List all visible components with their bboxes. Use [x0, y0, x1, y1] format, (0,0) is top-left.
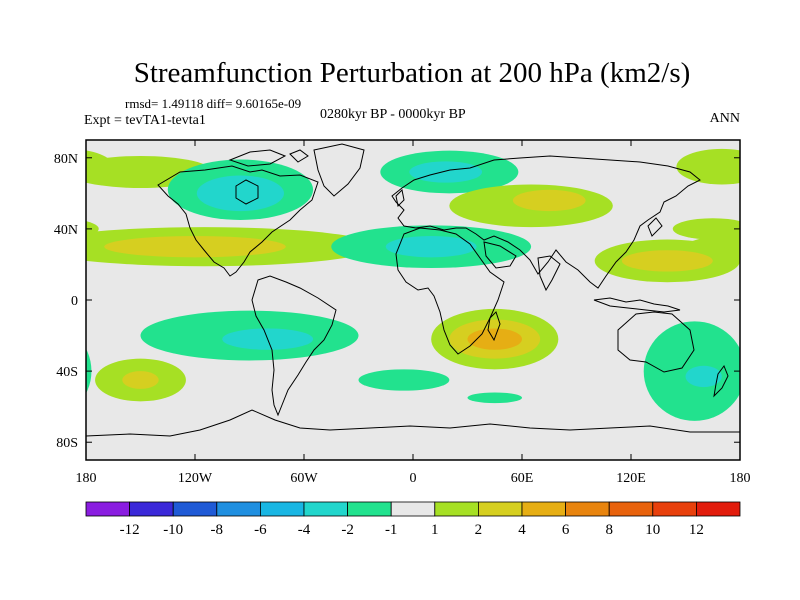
field-region [676, 148, 740, 185]
colorbar-swatch [172, 501, 218, 517]
field-region [409, 161, 483, 183]
coastline-africa [395, 227, 505, 355]
field-region [358, 369, 450, 391]
field-region [122, 371, 159, 389]
coastline-australia [617, 311, 695, 373]
colorbar-swatch [390, 501, 436, 517]
colorbar-label: 2 [475, 522, 483, 538]
field-region [672, 218, 740, 240]
map-panel [85, 139, 741, 461]
x-tick-label: 0 [410, 471, 417, 486]
coastline-hudson-bay [235, 179, 259, 205]
colorbar-label: -12 [120, 522, 140, 538]
coastline-india [537, 255, 561, 292]
colorbar-label: 12 [689, 522, 704, 538]
colorbar-swatch [434, 501, 479, 517]
season-label: ANN [710, 111, 740, 126]
colorbar-swatch [129, 501, 174, 517]
y-tick-label: 80N [54, 152, 78, 167]
coastline-south-america [251, 275, 337, 417]
colorbar-swatch [303, 501, 348, 517]
x-tick-label: 120W [178, 471, 213, 486]
chart-title: Streamfunction Perturbation at 200 hPa (… [134, 57, 691, 89]
y-tick-label: 0 [71, 294, 78, 309]
colorbar-swatch [85, 501, 130, 517]
field-region [86, 150, 114, 183]
coastline-japan [647, 217, 663, 237]
x-tick-label: 60W [290, 471, 318, 486]
field-region [196, 175, 285, 212]
y-tick-label: 80S [56, 436, 78, 451]
colorbar-label: 10 [645, 522, 660, 538]
colorbar-swatch [477, 501, 523, 517]
x-tick-label: 120E [616, 471, 646, 486]
colorbar-label: 8 [605, 522, 613, 538]
colorbar-label: 6 [562, 522, 570, 538]
colorbar-label: -1 [385, 522, 398, 538]
colorbar-labels: -12 -10 -8 -6 -4 -2 -1 1 2 4 6 8 10 12 [120, 522, 704, 538]
colorbar-label: -4 [298, 522, 311, 538]
colorbar-swatch [521, 501, 566, 517]
experiment-label: Expt = tevTA1-tevta1 [84, 113, 206, 128]
y-tick-label: 40S [56, 365, 78, 380]
colorbar-swatch [259, 501, 305, 517]
colorbar-label: 1 [431, 522, 439, 538]
field-region [512, 189, 586, 212]
colorbar-label: -8 [211, 522, 224, 538]
y-axis-ticks: 80N 40N 0 40S 80S [54, 152, 740, 451]
colorbar [85, 501, 741, 517]
field-region [86, 221, 99, 237]
colorbar-label: -6 [254, 522, 267, 538]
y-tick-label: 40N [54, 223, 78, 238]
field-region [385, 236, 477, 258]
x-tick-label: 180 [76, 471, 97, 486]
colorbar-swatch [652, 501, 697, 517]
coastline-north-america [157, 165, 319, 277]
coastline-antarctica [86, 409, 740, 437]
coastline-eurasia [391, 155, 701, 289]
field-region [104, 236, 286, 258]
period-label: 0280kyr BP - 0000kyr BP [320, 107, 466, 122]
colorbar-swatch [696, 501, 741, 517]
colorbar-swatch [608, 501, 654, 517]
field-region [621, 250, 713, 272]
coastlines [86, 143, 740, 437]
colorbar-swatch [565, 501, 610, 517]
coastline-british-isles [395, 188, 405, 208]
coastline-indonesia [593, 297, 681, 313]
field-region [467, 392, 522, 404]
coastline-canadian-archipelago [228, 149, 309, 167]
stats-label: rmsd= 1.49118 diff= 9.60165e-09 [125, 96, 301, 111]
colorbar-label: -2 [341, 522, 354, 538]
colorbar-label: 4 [518, 522, 526, 538]
x-tick-label: 180 [730, 471, 751, 486]
x-tick-label: 60E [511, 471, 534, 486]
coastline-new-zealand [713, 364, 729, 398]
colorbar-label: -10 [163, 522, 183, 538]
colorbar-swatch [347, 501, 392, 517]
x-axis-ticks: 180 120W 60W 0 60E 120E 180 [76, 140, 751, 486]
coastline-greenland [313, 143, 365, 197]
coastline-madagascar [487, 311, 501, 342]
field-region [685, 365, 722, 388]
field-layer [86, 148, 740, 421]
coastline-arabia [483, 241, 517, 269]
colorbar-swatch [216, 501, 261, 517]
